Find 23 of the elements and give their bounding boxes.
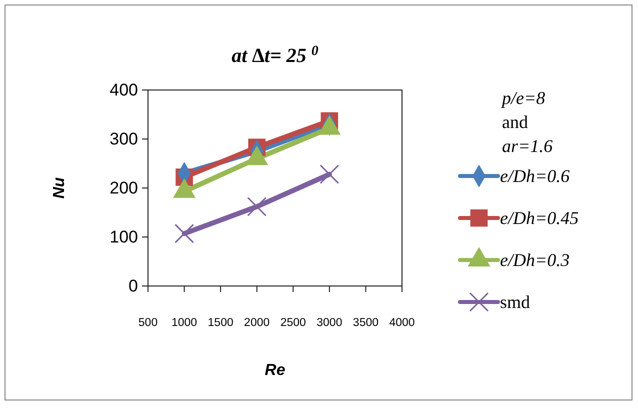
- x-tick-label: 500: [138, 317, 158, 330]
- x-tick-label: 2500: [280, 317, 306, 330]
- point: [174, 224, 194, 244]
- point: [247, 196, 267, 216]
- x-tick-label: 3000: [316, 317, 342, 330]
- y-tick-label: 0: [128, 276, 138, 296]
- legend-label: e/Dh=0.45: [500, 208, 579, 228]
- y-tick-label: 300: [110, 129, 138, 148]
- x-tick-label: 2000: [244, 317, 270, 330]
- x-axis-title: Re: [264, 362, 286, 379]
- x-tick-label: 1500: [208, 317, 234, 330]
- x-tick-label: 4000: [389, 317, 415, 330]
- y-axis-title: Nu: [51, 177, 68, 199]
- x-tick-label: 3500: [352, 317, 379, 330]
- y-tick-label: 100: [110, 227, 138, 246]
- legend-label: smd: [500, 292, 530, 312]
- chart-title: at ∆t= 25 $^{0}$: [232, 44, 318, 67]
- legend-label: e/Dh=0.3: [500, 250, 570, 270]
- x-tick-label: 1000: [171, 317, 198, 330]
- legend-label: e/Dh=0.6: [500, 166, 570, 186]
- y-tick-label: 200: [110, 178, 138, 198]
- y-tick-label: 400: [110, 80, 138, 100]
- point: [320, 164, 340, 184]
